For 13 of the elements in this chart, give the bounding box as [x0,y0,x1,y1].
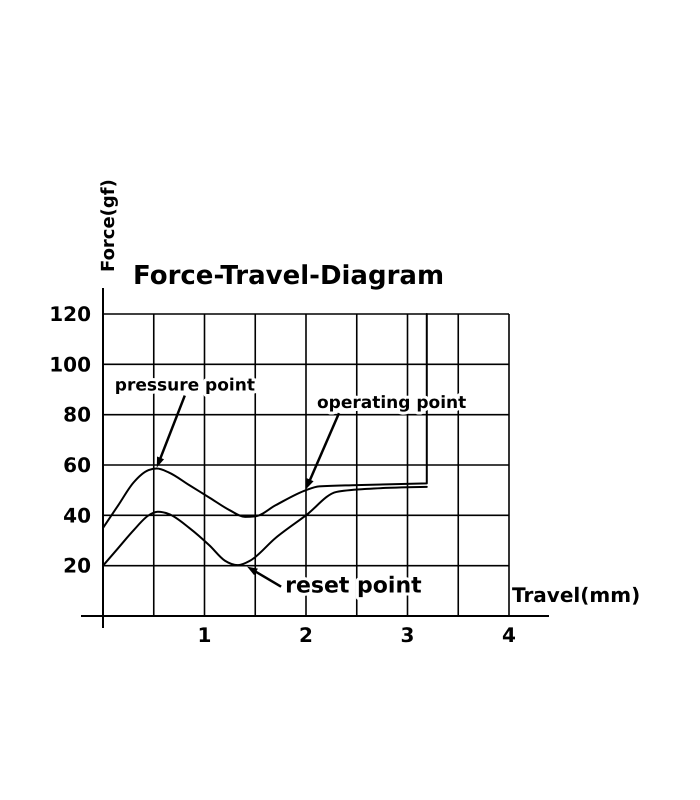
chart-title: Force-Travel-Diagram [133,261,444,291]
x-axis-title: Travel(mm) [512,583,640,607]
x-tick-label: 4 [502,623,516,647]
x-tick-label: 2 [299,623,313,647]
y-tick-label: 60 [63,453,91,477]
y-tick-label: 20 [63,554,91,578]
y-tick-label: 80 [63,402,91,427]
x-tick-label: 3 [400,623,414,647]
y-tick-label: 120 [49,302,91,326]
x-tick-label: 1 [198,623,212,647]
y-tick-label: 40 [63,503,91,528]
y-tick-label: 100 [49,352,91,376]
y-axis-title: Force(gf) [98,179,119,272]
